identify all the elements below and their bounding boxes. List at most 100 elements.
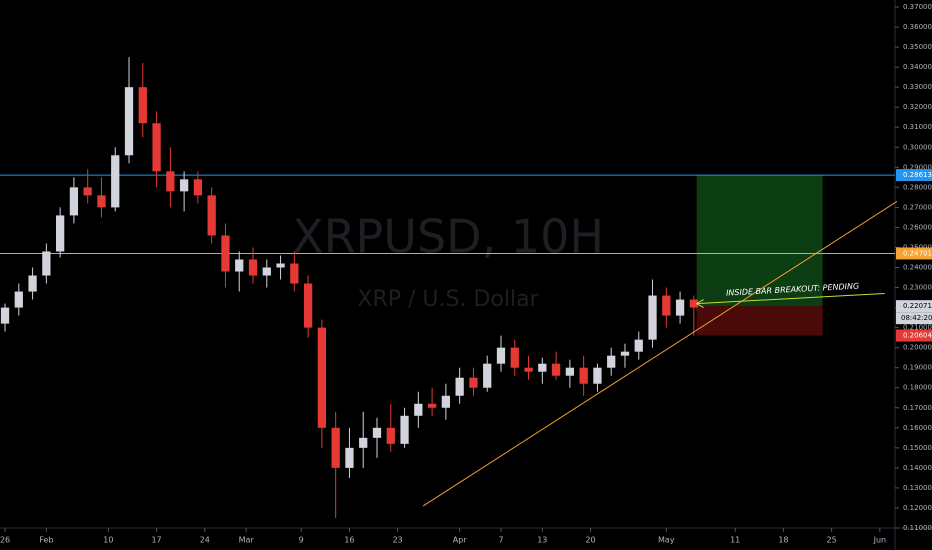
watermark-title: XRPUSD, 10H: [292, 210, 604, 264]
candle-body: [675, 299, 685, 316]
line-price-label-box: [896, 169, 932, 182]
candle-body: [455, 377, 464, 396]
x-tick-label: 20: [585, 536, 595, 545]
x-tick-label: Feb: [39, 536, 53, 545]
candle-body: [565, 367, 575, 376]
entry-price-label: 0.22071: [903, 302, 932, 310]
candle-body: [303, 283, 313, 328]
candle-body: [689, 299, 698, 308]
y-tick-label: 0.28000: [903, 183, 932, 191]
x-tick-label: 26: [0, 536, 10, 545]
candle-body: [97, 195, 106, 208]
trend-line: [422, 200, 898, 507]
candle-body: [620, 351, 630, 356]
candle-body: [483, 363, 492, 388]
position-loss: [696, 306, 823, 336]
candle-body: [634, 339, 643, 352]
candle-body: [179, 179, 189, 192]
candle-body: [469, 377, 478, 388]
x-tick-label: 7: [498, 536, 503, 545]
candle-body: [166, 171, 175, 192]
x-tick-label: 16: [344, 536, 354, 545]
candle-body: [331, 427, 340, 468]
candle-body: [221, 235, 230, 272]
y-tick-label: 0.18000: [903, 384, 932, 392]
candle-body: [193, 179, 203, 196]
y-tick-label: 0.37000: [903, 3, 932, 11]
candle-body: [345, 447, 354, 468]
candle-body: [111, 155, 120, 208]
candle-body: [138, 87, 147, 124]
candle-body: [648, 295, 657, 340]
candle-body: [510, 347, 519, 368]
candle-body: [579, 367, 588, 384]
y-tick-label: 0.19000: [903, 364, 932, 372]
x-tick-label: 11: [730, 536, 740, 545]
candle-body: [207, 195, 216, 236]
candle-body: [14, 291, 23, 308]
y-tick-label: 0.36000: [903, 23, 932, 31]
candle-body: [524, 367, 533, 372]
candle-body: [372, 427, 382, 438]
candle-body: [56, 215, 65, 252]
candle-body: [83, 187, 92, 196]
entry-price-label-box: [896, 300, 932, 313]
x-tick-label: Jun: [873, 536, 887, 545]
x-tick-label: 9: [299, 536, 304, 545]
candle-body: [276, 263, 285, 268]
candle-body: [414, 403, 423, 416]
line-price-label: 0.24701: [903, 249, 932, 257]
y-tick-label: 0.13000: [903, 484, 932, 492]
x-tick-label: 24: [200, 536, 210, 545]
trend-line: [696, 293, 885, 305]
stop-price-label: 0.20604: [903, 332, 932, 340]
y-tick-label: 0.12000: [903, 504, 932, 512]
stop-price-label-box: [896, 329, 932, 342]
y-tick-label: 0.20000: [903, 344, 932, 352]
y-tick-label: 0.17000: [903, 404, 932, 412]
y-tick-label: 0.15000: [903, 444, 932, 452]
y-tick-label: 0.16000: [903, 424, 932, 432]
y-tick-label: 0.26000: [903, 223, 932, 231]
candle-body: [441, 395, 451, 408]
countdown: 08:42:20: [901, 314, 932, 322]
y-tick-label: 0.33000: [903, 83, 932, 91]
x-tick-label: 23: [393, 536, 403, 545]
x-tick-label: Apr: [453, 536, 468, 545]
candle-body: [152, 123, 161, 172]
y-tick-label: 0.32000: [903, 103, 932, 111]
candle-body: [427, 403, 437, 408]
x-tick-label: 10: [103, 536, 113, 545]
candle-body: [124, 87, 134, 156]
x-tick-label: Mar: [239, 536, 255, 545]
y-tick-label: 0.24000: [903, 264, 932, 272]
x-tick-label: 18: [778, 536, 788, 545]
y-tick-label: 0.29000: [903, 163, 932, 171]
candle-body: [551, 363, 561, 376]
candle-body: [248, 259, 258, 276]
candle-body: [235, 259, 244, 272]
candle-body: [317, 327, 327, 428]
y-tick-label: 0.31000: [903, 123, 932, 131]
position-profit: [696, 175, 823, 307]
candle-body: [290, 263, 299, 284]
candle-body: [386, 427, 395, 444]
y-tick-label: 0.35000: [903, 43, 932, 51]
x-tick-label: May: [658, 536, 675, 545]
candle-body: [662, 295, 671, 316]
candle-body: [400, 415, 409, 444]
y-tick-label: 0.23000: [903, 284, 932, 292]
countdown-box: [896, 312, 932, 325]
candle-body: [28, 275, 37, 292]
candle-body: [69, 187, 79, 216]
y-tick-label: 0.14000: [903, 464, 932, 472]
candle-body: [359, 437, 368, 448]
x-tick-label: 13: [537, 536, 547, 545]
candle-body: [42, 251, 51, 276]
y-tick-label: 0.27000: [903, 203, 932, 211]
watermark-subtitle: XRP / U.S. Dollar: [357, 287, 539, 312]
x-tick-label: 25: [827, 536, 837, 545]
line-price-label: 0.28613: [903, 171, 932, 179]
candle-body: [538, 363, 547, 372]
